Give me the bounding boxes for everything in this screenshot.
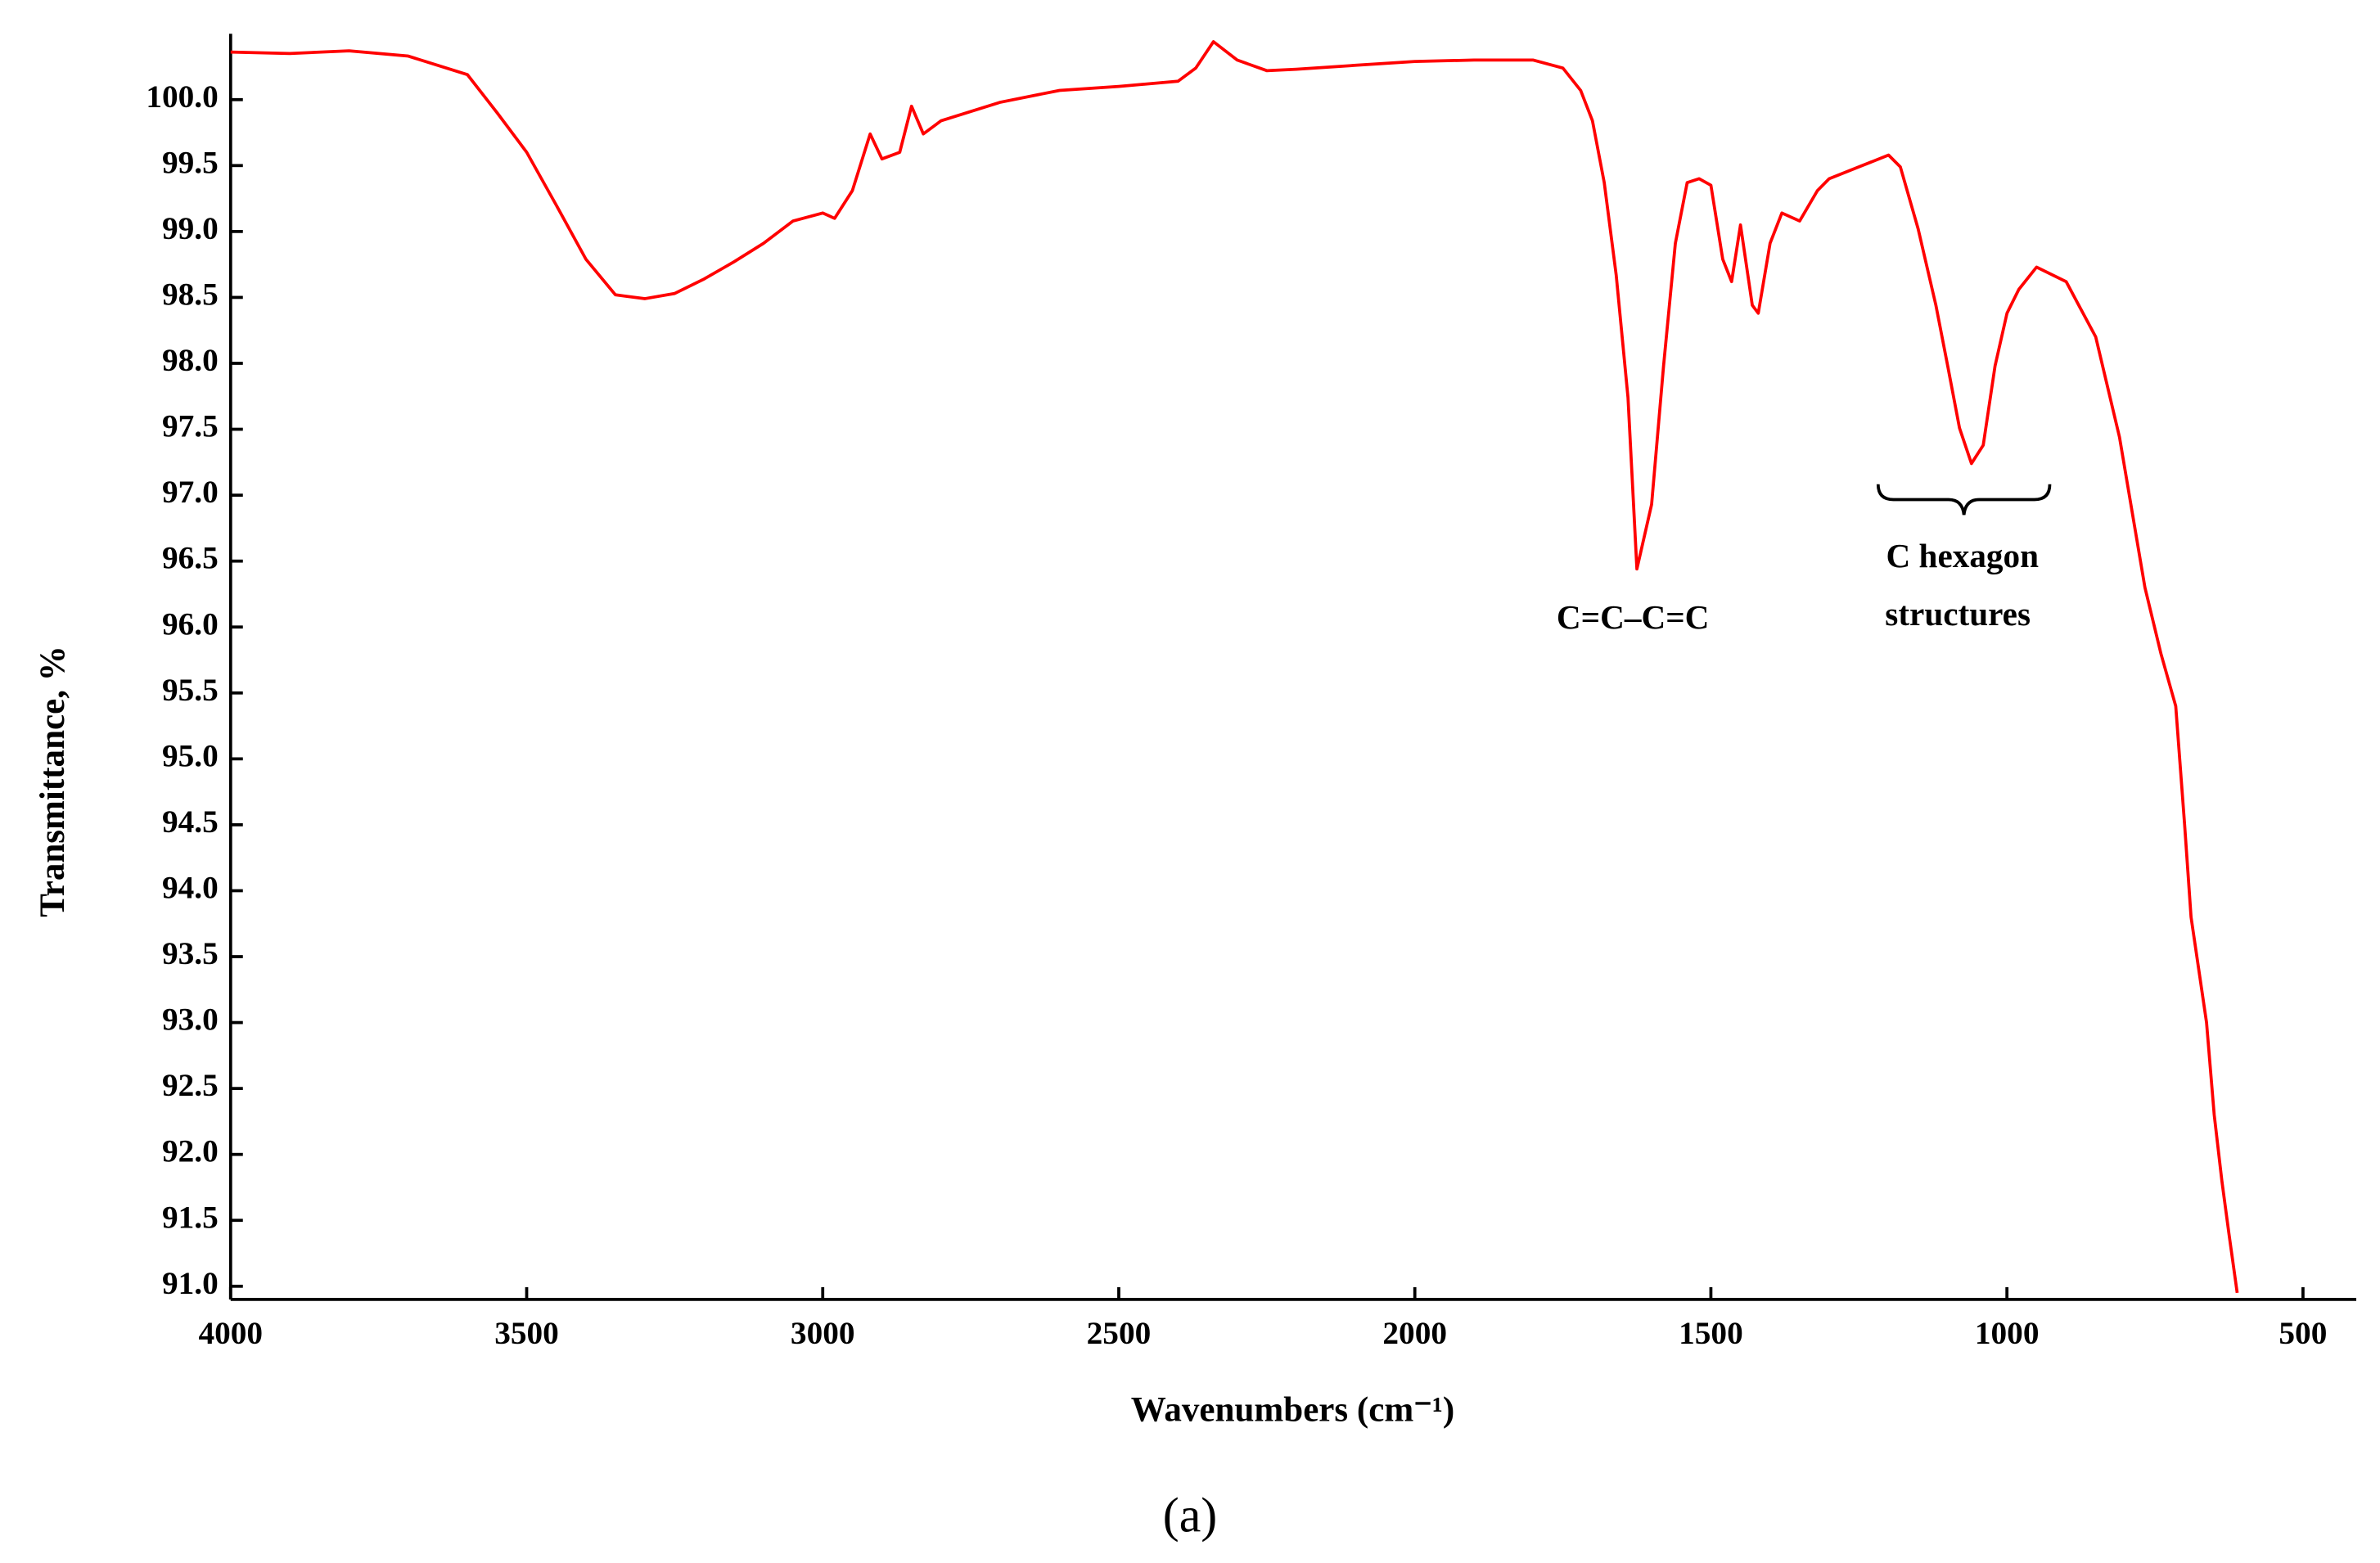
annotation: C hexagon xyxy=(1886,537,2040,574)
y-axis-label: Transmittance, % xyxy=(34,646,72,917)
y-tick-label: 96.5 xyxy=(162,540,219,576)
x-tick-label: 1000 xyxy=(1975,1315,2040,1351)
y-tick-label: 99.5 xyxy=(162,144,219,180)
y-tick-label: 96.0 xyxy=(162,606,219,642)
y-tick-label: 91.0 xyxy=(162,1265,219,1301)
y-tick-label: 100.0 xyxy=(146,79,218,115)
y-tick-label: 95.5 xyxy=(162,672,219,708)
y-tick-label: 92.0 xyxy=(162,1133,219,1169)
y-tick-label: 94.0 xyxy=(162,869,219,905)
x-tick-label: 2000 xyxy=(1382,1315,1447,1351)
y-tick-label: 98.0 xyxy=(162,342,219,378)
annotation: C=C–C=C xyxy=(1557,598,1710,636)
y-tick-label: 93.5 xyxy=(162,935,219,971)
brace xyxy=(1876,484,2052,516)
y-tick-label: 92.5 xyxy=(162,1067,219,1103)
x-tick-label: 4000 xyxy=(198,1315,263,1351)
x-tick-label: 3000 xyxy=(791,1315,855,1351)
y-tick-label: 91.5 xyxy=(162,1199,219,1235)
spectrum-line xyxy=(230,40,2239,1294)
y-tick-label: 97.0 xyxy=(162,474,219,510)
y-tick-label: 94.5 xyxy=(162,804,219,840)
y-tick-label: 97.5 xyxy=(162,408,219,444)
annotation: structures xyxy=(1885,595,2031,633)
y-tick-label: 93.0 xyxy=(162,1002,219,1038)
caption: (a) xyxy=(1163,1488,1218,1542)
x-tick-label: 1500 xyxy=(1679,1315,1743,1351)
y-tick-label: 95.0 xyxy=(162,737,219,773)
y-tick-label: 98.5 xyxy=(162,276,219,312)
y-tick-label: 99.0 xyxy=(162,210,219,246)
x-axis-label: Wavenumbers (cm⁻¹) xyxy=(1131,1390,1455,1429)
x-tick-label: 500 xyxy=(2279,1315,2327,1351)
x-tick-label: 3500 xyxy=(494,1315,559,1351)
x-tick-label: 2500 xyxy=(1087,1315,1152,1351)
